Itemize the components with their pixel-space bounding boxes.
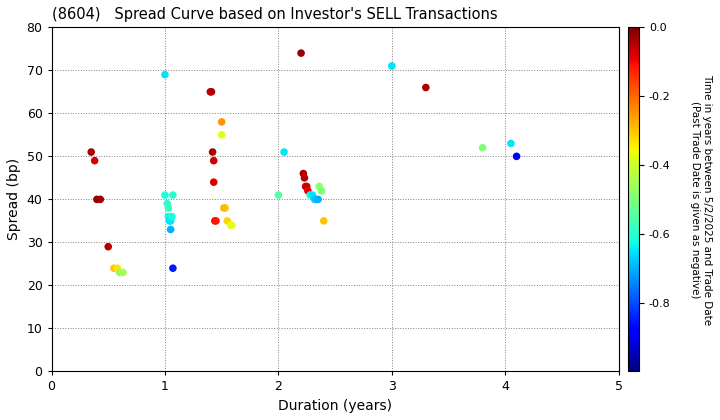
Point xyxy=(112,265,123,272)
Point xyxy=(312,196,324,203)
Point xyxy=(167,265,179,272)
Point xyxy=(204,89,216,95)
Point xyxy=(208,158,220,164)
Y-axis label: Time in years between 5/2/2025 and Trade Date
(Past Trade Date is given as negat: Time in years between 5/2/2025 and Trade… xyxy=(690,74,711,325)
Point xyxy=(305,192,316,198)
Point xyxy=(300,183,311,190)
Point xyxy=(316,187,328,194)
Point xyxy=(386,63,397,69)
Point xyxy=(297,170,309,177)
Point xyxy=(225,222,236,228)
Point xyxy=(163,213,174,220)
Point xyxy=(94,196,106,203)
Point xyxy=(89,158,100,164)
Point xyxy=(310,196,322,203)
Point xyxy=(313,183,325,190)
Point xyxy=(163,205,174,211)
Point xyxy=(302,187,314,194)
Point xyxy=(222,218,233,224)
Point xyxy=(86,149,97,155)
Point xyxy=(273,192,284,198)
Point xyxy=(309,196,320,203)
Point xyxy=(318,218,330,224)
Point xyxy=(510,153,522,160)
Point xyxy=(216,131,228,138)
X-axis label: Duration (years): Duration (years) xyxy=(278,399,392,413)
Point xyxy=(166,213,178,220)
Point xyxy=(505,140,517,147)
Point xyxy=(102,243,114,250)
Point xyxy=(163,218,175,224)
Point xyxy=(165,226,176,233)
Point xyxy=(161,200,173,207)
Point xyxy=(208,179,220,186)
Point xyxy=(108,265,120,272)
Point xyxy=(159,71,171,78)
Point xyxy=(216,118,228,125)
Point xyxy=(165,218,176,224)
Point xyxy=(226,222,238,228)
Point xyxy=(220,205,231,211)
Text: (8604)   Spread Curve based on Investor's SELL Transactions: (8604) Spread Curve based on Investor's … xyxy=(52,7,497,22)
Point xyxy=(299,174,310,181)
Point xyxy=(420,84,431,91)
Point xyxy=(167,192,179,198)
Point xyxy=(207,149,218,155)
Point xyxy=(477,144,488,151)
Point xyxy=(114,269,125,276)
Point xyxy=(117,269,129,276)
Point xyxy=(218,205,230,211)
Point xyxy=(91,196,103,203)
Point xyxy=(307,192,318,198)
Y-axis label: Spread (bp): Spread (bp) xyxy=(7,158,21,240)
Point xyxy=(210,218,222,224)
Point xyxy=(209,218,220,224)
Point xyxy=(206,89,217,95)
Point xyxy=(159,192,171,198)
Point xyxy=(279,149,290,155)
Point xyxy=(295,50,307,56)
Point xyxy=(301,183,312,190)
